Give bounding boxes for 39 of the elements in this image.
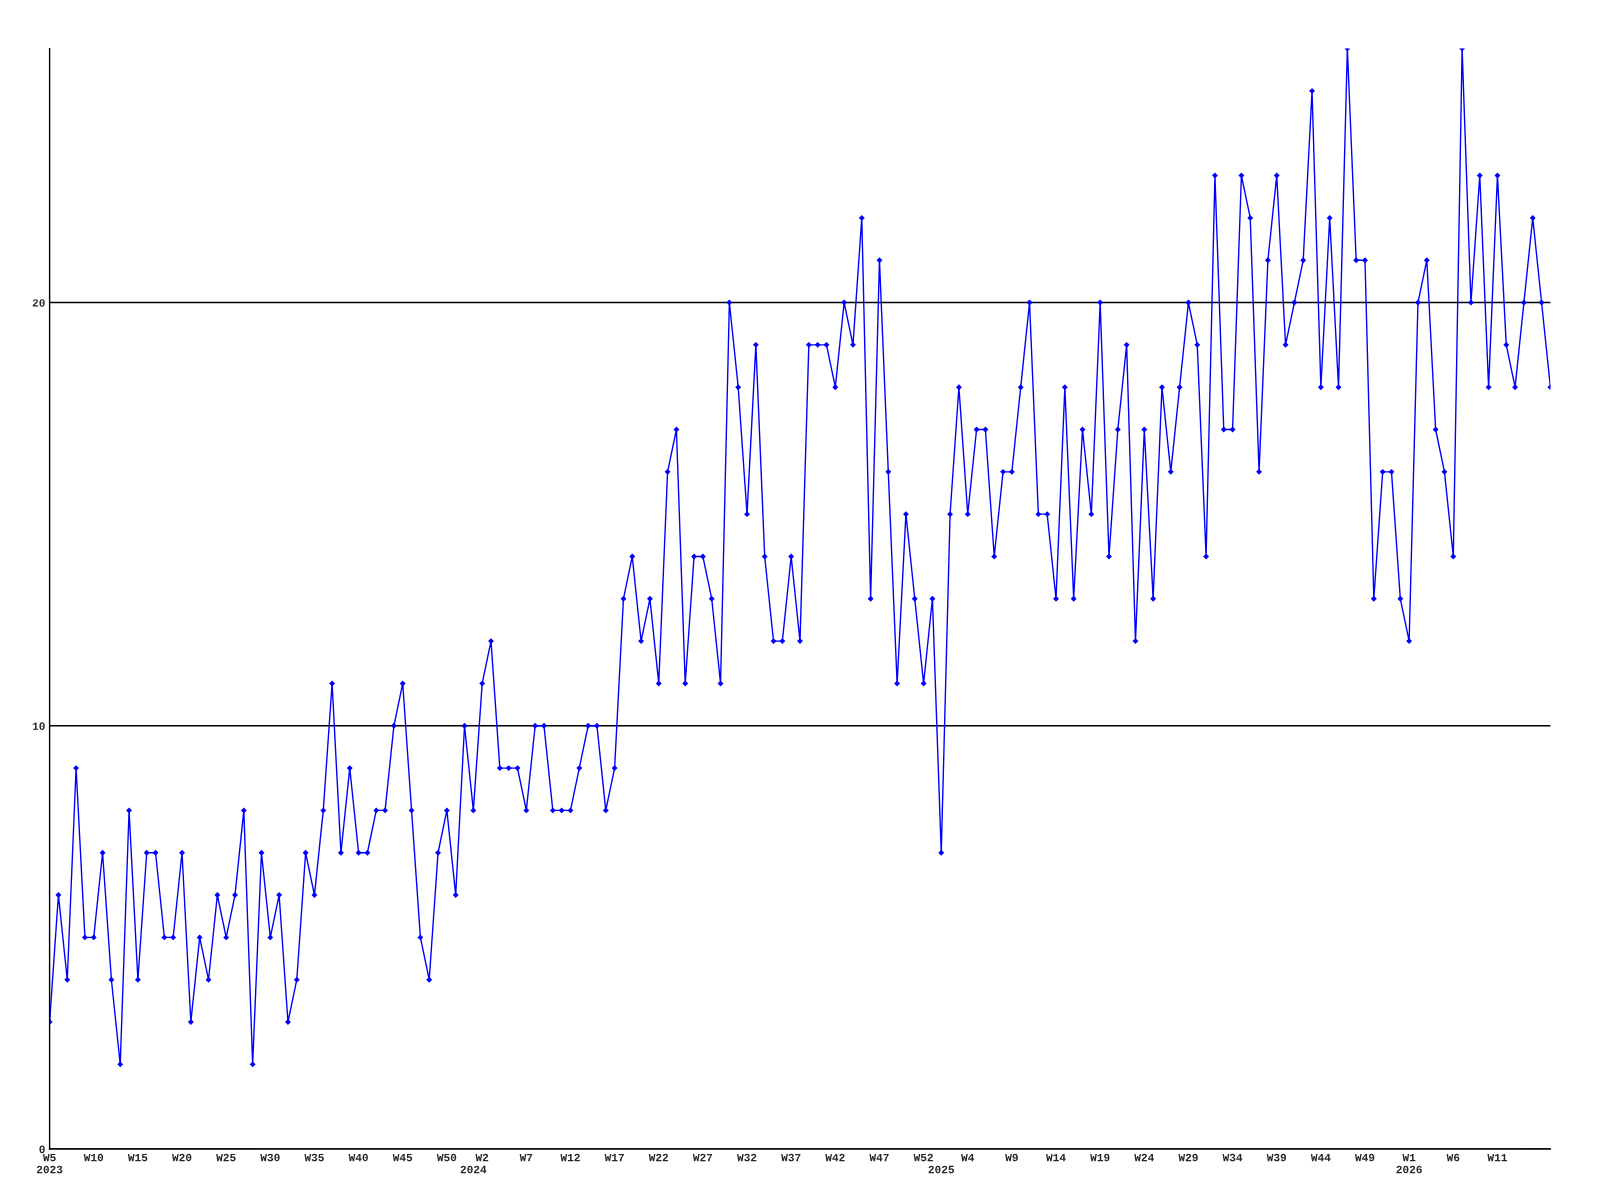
x-tick-label: W12 [560,1153,580,1162]
x-tick-label: W9 [1005,1153,1018,1162]
x-tick-label: W5 2023 [36,1153,63,1174]
x-tick-label: W44 [1310,1153,1331,1162]
x-tick-label: 2024 [460,1165,487,1174]
x-tick-label: W14 [1046,1153,1066,1162]
y-tick-label: 20 [32,299,45,307]
x-tick-label: W6 [1446,1153,1460,1162]
x-tick-label: W52 [913,1153,933,1162]
y-tick-label: 10 [32,722,45,730]
x-tick-label: W10 [83,1153,104,1162]
x-tick-label: W17 [604,1153,624,1162]
x-tick-label: W20 [172,1153,192,1162]
x-tick-label: W39 [1266,1153,1287,1162]
x-tick-label: W34 [1222,1153,1243,1162]
x-tick-label: W4 [961,1153,975,1162]
x-tick-label: W2 [475,1153,489,1162]
x-tick-label: W42 [825,1153,845,1162]
x-tick-label: W22 [648,1153,669,1162]
x-tick-label: W11 [1487,1153,1507,1162]
x-tick-label: W7 [519,1153,533,1162]
x-tick-label: W24 [1134,1153,1154,1162]
x-tick-label: W47 [869,1153,889,1162]
x-tick-label: W15 [127,1153,148,1162]
x-tick-label: W45 [392,1153,413,1162]
x-tick-label: W32 [737,1153,757,1162]
x-tick-label: W35 [304,1153,324,1162]
x-tick-label: W19 [1090,1153,1110,1162]
x-tick-label: W27 [692,1153,713,1162]
x-tick-label: W25 [216,1153,236,1162]
x-tick-label: W30 [260,1153,280,1162]
x-tick-label: W37 [781,1153,801,1162]
x-tick-label: 2025 [928,1165,955,1174]
x-tick-label: W49 [1355,1153,1375,1162]
y-tick-label: 0 [39,1145,45,1154]
x-tick-label: W50 [436,1153,457,1162]
x-tick-label: W40 [348,1153,368,1162]
x-tick-label: W29 [1178,1153,1198,1162]
x-tick-label: W1 2026 [1396,1153,1422,1174]
